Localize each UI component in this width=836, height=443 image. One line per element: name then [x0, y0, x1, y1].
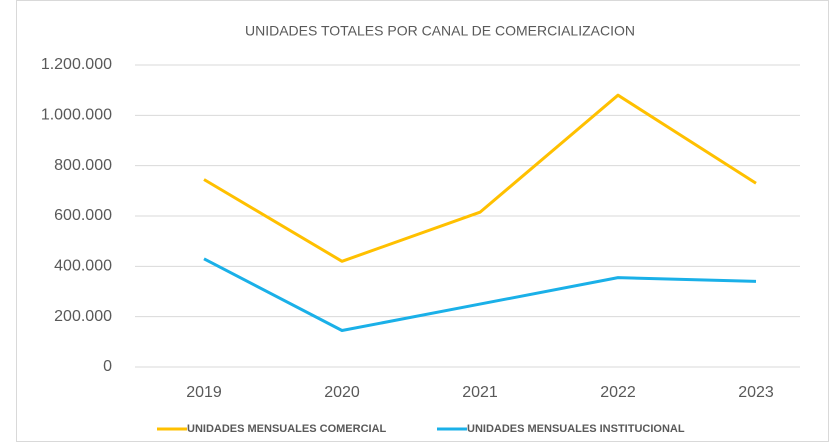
y-tick-label: 1.200.000	[41, 56, 112, 73]
y-tick-label: 0	[103, 358, 112, 375]
legend-label: UNIDADES MENSUALES INSTITUCIONAL	[467, 423, 685, 435]
chart-title: UNIDADES TOTALES POR CANAL DE COMERCIALI…	[245, 23, 635, 39]
y-tick-label: 200.000	[54, 308, 112, 325]
y-tick-label: 400.000	[54, 258, 112, 275]
series-line	[203, 257, 757, 333]
x-tick-label: 2020	[324, 384, 360, 401]
y-tick-label: 800.000	[54, 157, 112, 174]
x-tick-label: 2023	[738, 384, 774, 401]
y-tick-label: 600.000	[54, 207, 112, 224]
series-line	[203, 93, 757, 263]
legend-label: UNIDADES MENSUALES COMERCIAL	[187, 423, 387, 435]
x-tick-label: 2021	[462, 384, 498, 401]
x-tick-label: 2022	[600, 384, 636, 401]
y-tick-label: 1.000.000	[41, 107, 112, 124]
chart-frame	[16, 0, 829, 442]
x-tick-label: 2019	[186, 384, 222, 401]
